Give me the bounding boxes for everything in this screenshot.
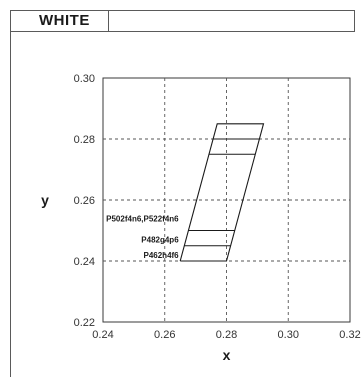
plot-area: 0.24 0.26 0.28 0.30 0.320.220.240.260.280.30… [74, 73, 361, 341]
bin-label: P482g4p6 [141, 236, 179, 245]
x-tick-label: 0.28 [216, 329, 237, 341]
y-tick-label: 0.30 [74, 73, 95, 85]
x-axis-title: x [223, 347, 231, 363]
header-frame [10, 10, 355, 32]
y-tick-label: 0.26 [74, 195, 95, 207]
chart-title: WHITE [29, 10, 109, 32]
bin-annotations: P502f4n6,P522f4n6 P482g4p6 P462h4f6 [106, 214, 179, 260]
grid-lines [103, 78, 350, 322]
x-tick-label: 0.30 [278, 329, 299, 341]
y-tick-label: 0.24 [74, 256, 95, 268]
x-tick-label: 0.24 [92, 329, 113, 341]
bin-outline [179, 123, 265, 262]
tick-labels: 0.24 0.26 0.28 0.30 0.320.220.240.260.280.30 [74, 73, 361, 341]
bin-label: P502f4n6,P522f4n6 [106, 214, 179, 223]
frame-left-border [10, 31, 11, 377]
y-axis-title: y [41, 192, 49, 208]
bin-region [179, 123, 265, 262]
y-tick-label: 0.22 [74, 317, 95, 329]
x-tick-label: 0.26 [154, 329, 175, 341]
bin-label: P462h4f6 [144, 251, 180, 260]
x-tick-label: 0.32 [339, 329, 360, 341]
y-tick-label: 0.28 [74, 134, 95, 146]
